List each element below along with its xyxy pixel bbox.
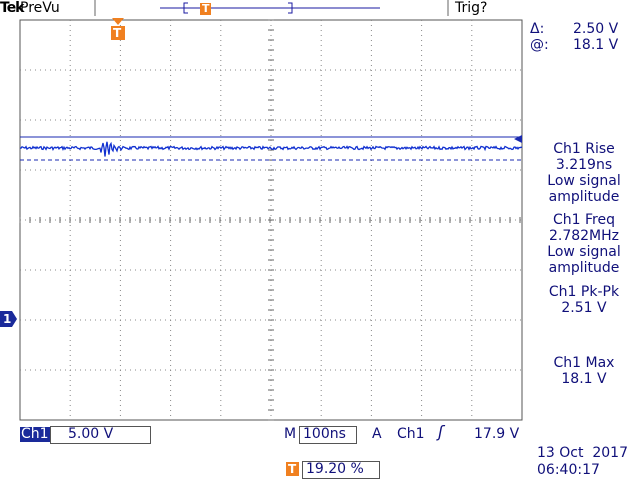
- trigger-position: 19.20 %: [306, 461, 364, 477]
- measurement: Ch1 Freq 2.782MHz Low signal amplitude: [528, 212, 640, 276]
- channel-label: 1: [3, 312, 12, 326]
- mode: PreVu: [20, 0, 60, 16]
- trigger-marker: [111, 26, 125, 40]
- measurement-name: Ch1 Max: [553, 355, 615, 371]
- trigger-label: T: [288, 462, 297, 476]
- timebase-label: M: [284, 426, 297, 442]
- cursor-arrow: [514, 135, 522, 143]
- trigger-source: Ch1: [397, 426, 425, 442]
- measurement-note: Low signal amplitude: [547, 173, 621, 205]
- measurement-value: 2.782MHz: [548, 228, 620, 244]
- trigger-level: 17.9 V: [474, 426, 520, 442]
- trigger-status: Trig?: [455, 0, 488, 16]
- measurement-name: Ch1 Freq: [553, 212, 615, 228]
- trigger-label: T: [202, 2, 210, 15]
- measurement-value: 18.1 V: [561, 371, 607, 387]
- delta-value: 2.50 V: [573, 21, 619, 37]
- measurement: Ch1 Rise 3.219ns Low signal amplitude: [528, 141, 640, 205]
- view-bracket: [183, 2, 293, 14]
- measurement: Ch1 Pk-Pk 2.51 V: [528, 284, 640, 316]
- measurement-value: 3.219ns: [555, 157, 613, 173]
- measurement: Ch1 Max 18.1 V: [528, 355, 640, 387]
- trigger-label: T: [113, 26, 122, 40]
- trigger-pos-icon: [286, 462, 299, 476]
- brand: Tek: [0, 0, 24, 16]
- channel: Ch1: [21, 426, 49, 442]
- trigger-arrow: [112, 18, 124, 25]
- at-value: 18.1 V: [573, 37, 619, 53]
- channel-badge: [20, 427, 50, 442]
- timebase: 100ns: [303, 426, 346, 442]
- waveform: [19, 141, 523, 157]
- at-label: @:: [530, 37, 549, 53]
- slope-icon: ʃ: [438, 422, 444, 441]
- measurement-value: 2.51 V: [561, 300, 607, 316]
- delta-label: Δ:: [530, 21, 545, 37]
- measurement-name: Ch1 Rise: [553, 141, 615, 157]
- date: 13 Oct 2017: [537, 445, 628, 461]
- channel-marker: [0, 311, 17, 327]
- scale: 5.00 V: [68, 426, 114, 442]
- trigger-pos-icon: [200, 3, 211, 15]
- measurement-note: Low signal amplitude: [547, 244, 621, 276]
- time: 06:40:17: [537, 462, 600, 478]
- trigger-mode: A: [372, 426, 382, 442]
- measurement-name: Ch1 Pk-Pk: [548, 284, 620, 300]
